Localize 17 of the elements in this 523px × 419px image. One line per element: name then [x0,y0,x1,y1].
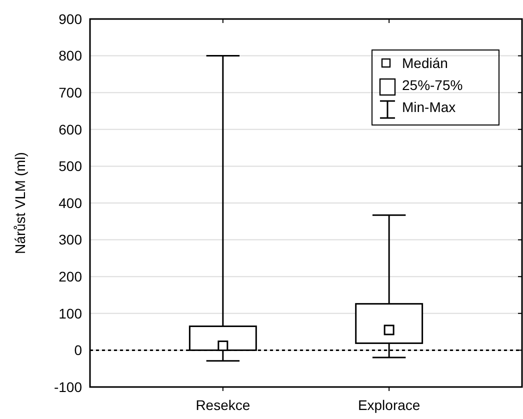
x-tick-label: Resekce [196,397,250,413]
annotation: 25%-75% [402,76,463,93]
y-tick-label: 100 [58,305,82,322]
y-tick-label: 900 [58,10,82,27]
annotation: Medián [402,54,448,71]
x-tick-label: Explorace [358,397,420,413]
y-tick-label: 300 [58,232,82,248]
y-tick-label: 200 [58,268,82,284]
y-axis-title: Nárůst VLM (ml) [12,152,28,254]
y-tick-label: 800 [58,48,82,64]
annotation: Min-Max [402,98,456,115]
y-tick-label: 400 [58,194,82,211]
y-tick-label: 500 [58,158,82,174]
y-tick-label: 700 [58,84,82,100]
y-tick-label: -100 [54,378,82,395]
y-tick-label: 600 [58,121,82,138]
y-tick-label: 0 [74,342,82,358]
